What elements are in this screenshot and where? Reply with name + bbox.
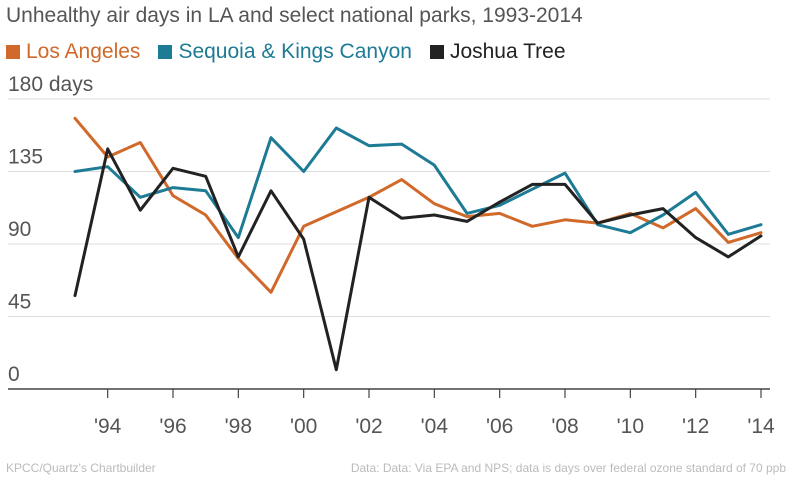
x-tick-label-1994: '94 <box>94 415 122 438</box>
legend-item-sequoia: Sequoia & Kings Canyon <box>158 40 412 64</box>
y-tick-label-45: 45 <box>8 291 31 314</box>
y-tick-label-180: 180 days <box>8 73 93 96</box>
footer-credit: KPCC/Quartz's Chartbuilder <box>6 461 156 475</box>
legend-swatch-joshua-tree <box>429 45 444 59</box>
x-tick-label-2012: '12 <box>682 415 709 438</box>
x-tick-label-2006: '06 <box>486 415 513 438</box>
legend-label-sequoia: Sequoia & Kings Canyon <box>178 40 412 63</box>
footer-source: Data: Data: Via EPA and NPS; data is day… <box>350 461 786 475</box>
legend-label-joshua-tree: Joshua Tree <box>449 40 566 63</box>
y-tick-label-90: 90 <box>8 218 31 241</box>
x-tick-label-2014: '14 <box>747 415 775 438</box>
x-tick-label-2004: '04 <box>421 415 449 438</box>
x-tick-label-2008: '08 <box>551 415 578 438</box>
legend-label-los-angeles: Los Angeles <box>26 40 141 63</box>
legend-item-joshua-tree: Joshua Tree <box>429 40 566 64</box>
chart-title: Unhealthy air days in LA and select nati… <box>6 4 583 27</box>
x-tick-label-1998: '98 <box>225 415 252 438</box>
series-line-los-angeles <box>73 116 763 294</box>
x-tick-label-1996: '96 <box>159 415 186 438</box>
x-tick-label-2010: '10 <box>617 415 644 438</box>
y-tick-label-135: 135 <box>8 146 43 169</box>
legend-swatch-sequoia <box>158 45 173 59</box>
legend: Los Angeles Sequoia & Kings Canyon Joshu… <box>6 40 566 64</box>
series-line-joshua-tree <box>73 147 763 372</box>
legend-item-los-angeles: Los Angeles <box>6 40 140 64</box>
y-tick-label-0: 0 <box>8 363 20 386</box>
x-tick-label-2002: '02 <box>355 415 382 438</box>
x-tick-label-2000: '00 <box>290 415 317 438</box>
series-line-sequoia-kings-canyon <box>73 126 763 240</box>
legend-swatch-los-angeles <box>6 45 20 59</box>
